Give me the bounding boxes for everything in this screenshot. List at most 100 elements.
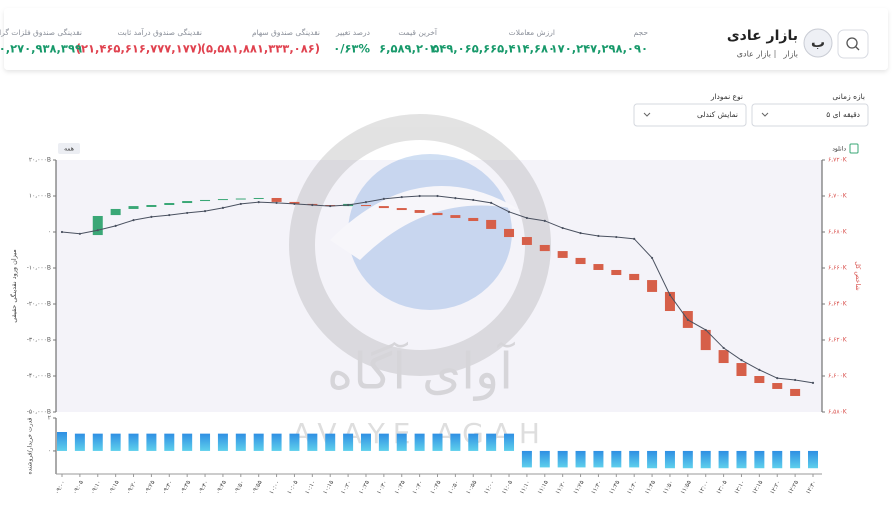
- candle: [486, 219, 497, 229]
- x-tick-label: ۱۰:۰۵: [286, 479, 300, 495]
- candle: [790, 388, 801, 396]
- line-point: [543, 219, 546, 222]
- line-point: [490, 201, 493, 204]
- bar: [736, 450, 747, 469]
- bar: [396, 433, 407, 451]
- stat-value: (۵,۵۸۱,۸۸۱,۳۳۳,۰۸۶): [201, 42, 320, 56]
- line-point: [418, 194, 421, 198]
- candle: [414, 210, 425, 213]
- line-point: [811, 381, 815, 384]
- x-tick-label: ۱۰:۳۵: [393, 479, 407, 495]
- bar: [504, 433, 515, 451]
- breadcrumb-item[interactable]: بازار: [782, 50, 798, 59]
- y-tick-label: ۲: [48, 415, 51, 422]
- candle: [360, 205, 371, 207]
- bar: [57, 432, 67, 451]
- y2-tick-label: ۶,۷۰۰K: [828, 193, 848, 200]
- line-point: [221, 206, 225, 209]
- line-point: [400, 195, 403, 199]
- candle: [378, 206, 389, 209]
- y-tick-label: ۰: [48, 447, 51, 454]
- candle: [235, 198, 246, 200]
- bar: [700, 450, 711, 469]
- bar: [664, 450, 675, 469]
- bar: [378, 433, 389, 451]
- x-tick-label: ۱۰:۱۰: [304, 479, 318, 495]
- watermark-ring: [289, 114, 551, 376]
- y2-tick-label: ۶,۶۴۰K: [828, 301, 848, 308]
- line-point: [78, 232, 81, 235]
- select-value: ۵ دقیقه ای: [826, 110, 860, 119]
- bar: [486, 433, 497, 451]
- x-tick-label: ۱۰:۴۰: [411, 479, 425, 495]
- select-box[interactable]: [633, 103, 747, 127]
- bar: [450, 433, 461, 451]
- y2-axis-title: شاخص کل: [854, 261, 862, 291]
- stat-label: درصد تغییر: [335, 28, 370, 37]
- candle: [253, 197, 264, 199]
- select-chevron: [643, 112, 651, 117]
- candle: [575, 257, 586, 265]
- candle: [700, 329, 711, 351]
- line-point: [776, 377, 779, 380]
- candle: [504, 228, 515, 238]
- bar: [557, 450, 568, 468]
- x-tick-label: ۱۱:۰۵: [501, 479, 515, 495]
- line-point: [132, 219, 135, 222]
- bar: [414, 433, 425, 451]
- candle: [664, 291, 675, 312]
- x-tick-label: ۱۲:۰۰: [697, 479, 711, 495]
- line-point: [633, 237, 636, 240]
- x-tick-label: ۱۱:۳۰: [590, 479, 604, 495]
- y-tick-label: -۳۰,۰۰۰B: [27, 337, 51, 344]
- bar: [611, 450, 622, 468]
- line-point: [525, 216, 529, 220]
- badge: [803, 28, 833, 58]
- candle: [557, 251, 568, 258]
- candle: [182, 201, 193, 204]
- bar: [539, 450, 550, 468]
- line-point: [114, 224, 117, 227]
- bar: [271, 433, 282, 451]
- y2-tick-label: ۶,۶۰۰K: [828, 373, 848, 380]
- candle: [200, 199, 211, 202]
- x-tick-label: ۱۱:۱۰: [518, 479, 532, 495]
- range-button-label: همه: [64, 146, 74, 153]
- select-value: نمایش کندلی: [697, 110, 738, 119]
- line-point: [60, 230, 64, 234]
- x-tick-label: ۱۲:۲۵: [787, 479, 801, 495]
- bar: [575, 450, 586, 468]
- candle: [92, 215, 103, 236]
- line-point: [382, 197, 385, 200]
- line-point: [615, 235, 618, 239]
- candle: [754, 376, 765, 384]
- breadcrumb-item[interactable]: بازار عادی: [737, 50, 771, 59]
- range-button[interactable]: [58, 143, 80, 154]
- watermark-globe: [348, 154, 512, 310]
- line-point: [329, 204, 332, 208]
- download-button[interactable]: دانلود: [832, 146, 846, 153]
- x-tick-label: ۰۹:۰۵: [71, 479, 85, 495]
- download-icon: [849, 143, 859, 154]
- line-point: [740, 359, 743, 362]
- y-axis-title: قدرت خریدار/فروشنده: [27, 417, 34, 474]
- y-tick-label: -۵۰,۰۰۰B: [27, 409, 51, 416]
- stat-label: نقدینگی صندوق درآمد ثابت: [117, 27, 202, 37]
- x-tick-label: ۱۱:۰۰: [483, 479, 497, 495]
- search-button[interactable]: [837, 29, 869, 59]
- candle: [217, 199, 228, 201]
- line-point: [454, 197, 457, 200]
- select-box[interactable]: [751, 103, 869, 127]
- select-label: بازه زمانی: [832, 92, 865, 101]
- line-point: [579, 231, 582, 235]
- candle: [772, 383, 783, 389]
- x-tick-label: ۱۰:۲۵: [357, 479, 371, 495]
- line-point: [436, 194, 439, 198]
- line-point: [293, 202, 296, 206]
- x-tick-label: ۰۹:۳۰: [161, 479, 175, 495]
- bar: [128, 433, 139, 451]
- candle: [593, 264, 604, 270]
- candle: [629, 273, 640, 281]
- bar: [718, 450, 729, 469]
